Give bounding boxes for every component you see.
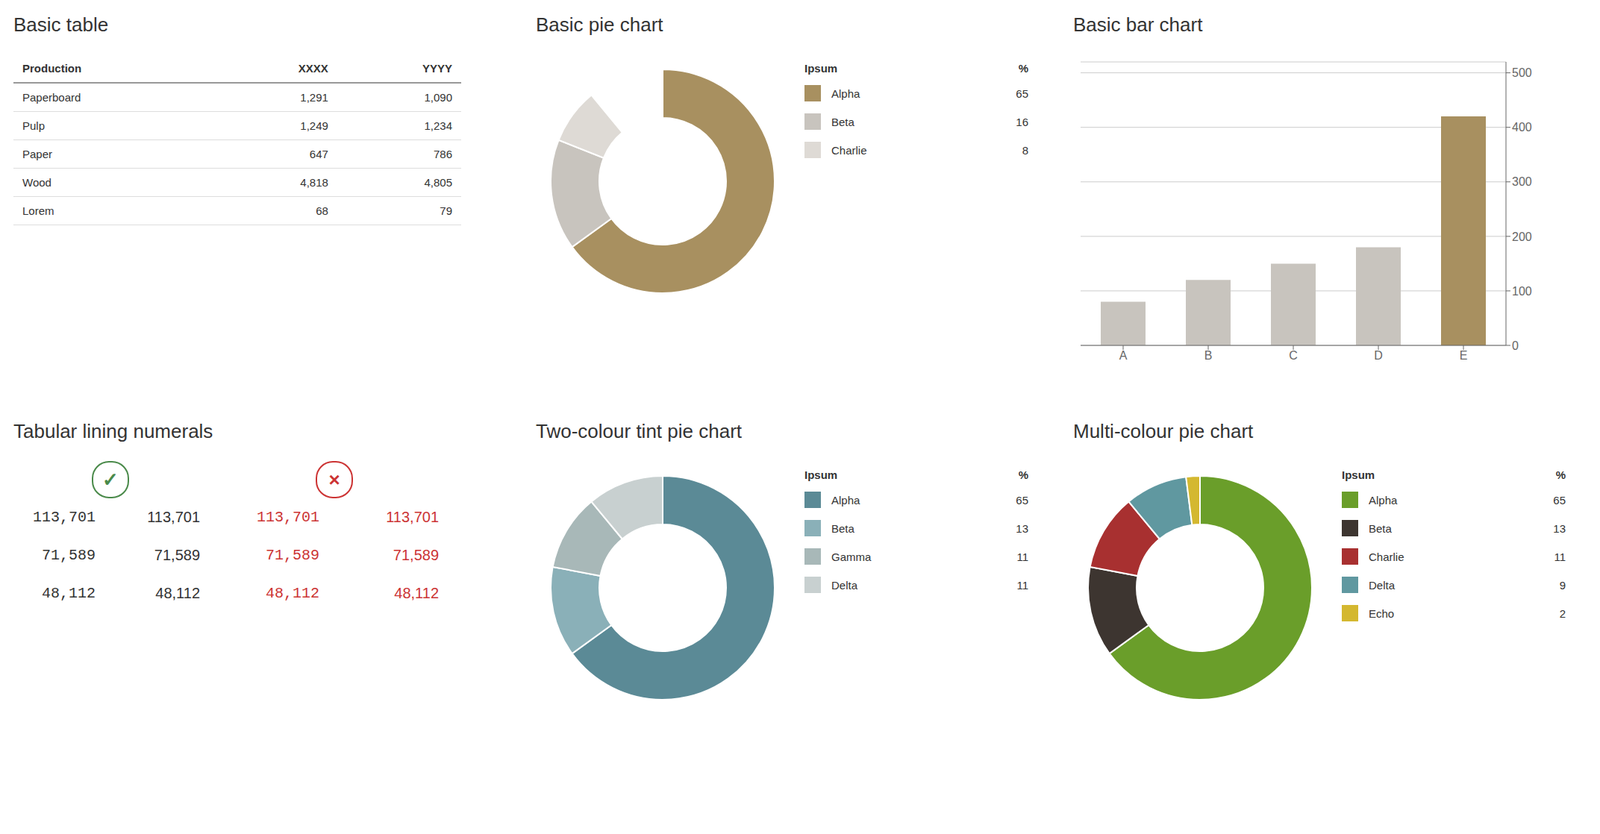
- html-text:48,112: 48,112: [155, 585, 200, 602]
- html-text:Lorem: Lorem: [22, 204, 55, 218]
- html-text:113,701: 113,701: [32, 508, 96, 527]
- html-text:48,112: 48,112: [394, 585, 439, 602]
- html-text:Two-colour tint pie chart: Two-colour tint pie chart: [535, 420, 742, 443]
- svg-text:400: 400: [1511, 120, 1533, 134]
- svg-text:500: 500: [1511, 66, 1533, 80]
- html-text:Paperboard: Paperboard: [22, 91, 81, 104]
- html-text:71,589: 71,589: [265, 547, 320, 565]
- html-text:9: 9: [1559, 578, 1566, 592]
- html-text:Charlie: Charlie: [1368, 550, 1405, 564]
- html-text:4,818: 4,818: [300, 176, 329, 189]
- html-text:4,805: 4,805: [424, 176, 453, 189]
- svg-text:300: 300: [1511, 175, 1533, 189]
- html-text:71,589: 71,589: [393, 547, 439, 564]
- html-text:Ipsum: Ipsum: [1341, 468, 1375, 482]
- svg-text:D: D: [1373, 349, 1383, 362]
- html-text:Gamma: Gamma: [831, 550, 872, 564]
- svg-text:B: B: [1204, 349, 1213, 362]
- html-text:Beta: Beta: [831, 115, 855, 128]
- html-text:48,112: 48,112: [41, 585, 96, 603]
- html-text:Multi-colour pie chart: Multi-colour pie chart: [1073, 420, 1254, 443]
- html-text:65: 65: [1015, 493, 1029, 507]
- html-text:Beta: Beta: [1368, 522, 1392, 535]
- html-text:Wood: Wood: [22, 176, 52, 189]
- html-text:Basic bar chart: Basic bar chart: [1073, 13, 1203, 36]
- html-text:Basic pie chart: Basic pie chart: [535, 13, 664, 36]
- html-text:Alpha: Alpha: [1368, 493, 1398, 507]
- html-text:Tabular lining numerals: Tabular lining numerals: [13, 420, 213, 443]
- html-text:Echo: Echo: [1368, 607, 1395, 620]
- html-text:48,112: 48,112: [265, 585, 320, 603]
- html-text:11: 11: [1016, 550, 1029, 564]
- html-text:Alpha: Alpha: [831, 86, 860, 100]
- html-text:Alpha: Alpha: [831, 493, 860, 507]
- html-text:YYYY: YYYY: [422, 61, 453, 75]
- html-text:Paper: Paper: [22, 147, 53, 161]
- html-text:113,701: 113,701: [256, 508, 320, 527]
- html-text:16: 16: [1015, 115, 1029, 128]
- svg-text:200: 200: [1511, 230, 1533, 244]
- html-text:647: 647: [309, 147, 329, 161]
- html-text:71,589: 71,589: [41, 547, 96, 565]
- html-text:1,234: 1,234: [424, 119, 453, 133]
- html-text:13: 13: [1015, 522, 1029, 535]
- html-text:113,701: 113,701: [147, 508, 200, 526]
- html-text:113,701: 113,701: [385, 508, 439, 526]
- html-text:65: 65: [1553, 493, 1566, 507]
- html-text:Pulp: Pulp: [22, 119, 45, 133]
- html-text:Ipsum: Ipsum: [804, 468, 838, 482]
- html-text:Basic table: Basic table: [13, 13, 109, 36]
- html-text:Ipsum: Ipsum: [804, 61, 838, 75]
- html-text:1,291: 1,291: [300, 91, 329, 104]
- html-text:79: 79: [439, 204, 453, 218]
- html-text:71,589: 71,589: [154, 547, 200, 564]
- html-text:68: 68: [315, 204, 329, 218]
- svg-text:0: 0: [1511, 339, 1519, 353]
- html-text:Delta: Delta: [1368, 578, 1395, 592]
- html-text:1,090: 1,090: [424, 91, 453, 104]
- html-text:1,249: 1,249: [300, 119, 329, 133]
- html-text:786: 786: [433, 147, 453, 161]
- html-text:Charlie: Charlie: [831, 143, 867, 157]
- html-text:Beta: Beta: [831, 522, 855, 535]
- html-text:2: 2: [1559, 607, 1566, 620]
- html-text:XXXX: XXXX: [298, 61, 329, 75]
- svg-text:A: A: [1119, 349, 1128, 362]
- svg-text:100: 100: [1511, 285, 1533, 298]
- html-text:11: 11: [1016, 578, 1029, 592]
- html-text:Production: Production: [22, 61, 82, 75]
- html-text:8: 8: [1022, 143, 1029, 157]
- svg-text:C: C: [1288, 349, 1298, 362]
- html-text:13: 13: [1553, 522, 1566, 535]
- html-text:11: 11: [1554, 550, 1566, 564]
- html-text:Delta: Delta: [831, 578, 858, 592]
- html-text:65: 65: [1015, 86, 1029, 100]
- svg-text:E: E: [1459, 349, 1468, 362]
